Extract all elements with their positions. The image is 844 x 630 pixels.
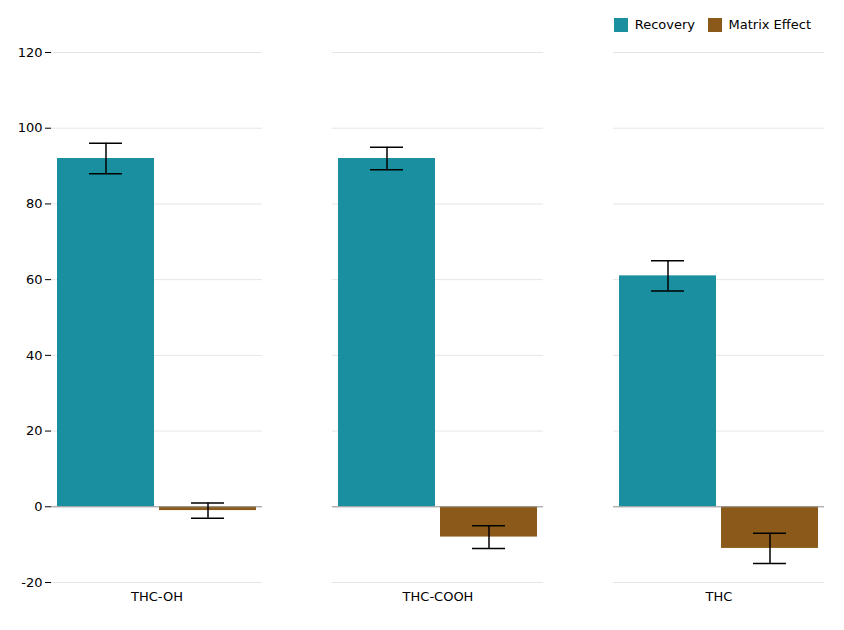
svg-text:THC-COOH: THC-COOH [402, 589, 474, 604]
svg-text:20: 20 [26, 423, 43, 438]
svg-text:0: 0 [34, 499, 42, 514]
svg-text:THC: THC [705, 589, 733, 604]
html-text:Recovery: Recovery [634, 17, 695, 32]
svg-text:40: 40 [26, 348, 43, 363]
svg-text:80: 80 [26, 196, 43, 211]
html-text:Matrix Effect: Matrix Effect [728, 17, 811, 32]
svg-text:120: 120 [18, 45, 43, 60]
svg-text:-20: -20 [21, 575, 42, 590]
svg-text:100: 100 [18, 120, 43, 135]
svg-text:THC-OH: THC-OH [130, 589, 183, 604]
svg-text:60: 60 [26, 272, 43, 287]
